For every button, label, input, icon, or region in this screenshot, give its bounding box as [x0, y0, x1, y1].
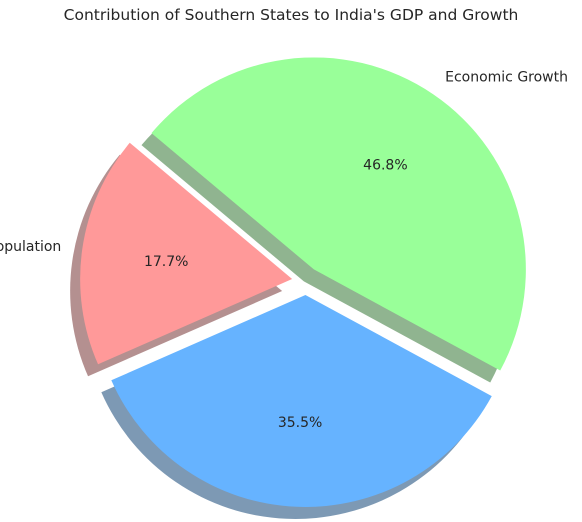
slice-gdp-contribution: [111, 294, 492, 507]
category-label-population: Population: [0, 239, 61, 255]
pie-slices: [80, 57, 526, 507]
category-label-economic-growth: Economic Growth: [445, 70, 568, 86]
pie-labels: 17.7%Population35.5%GDP Contribution46.8…: [0, 70, 568, 522]
chart-title: Contribution of Southern States to India…: [63, 6, 519, 24]
percent-label-economic-growth: 46.8%: [363, 157, 407, 173]
slice-economic-growth: [151, 57, 526, 371]
percent-label-population: 17.7%: [144, 254, 188, 270]
slice-population: [80, 142, 293, 365]
percent-label-gdp-contribution: 35.5%: [278, 415, 322, 431]
